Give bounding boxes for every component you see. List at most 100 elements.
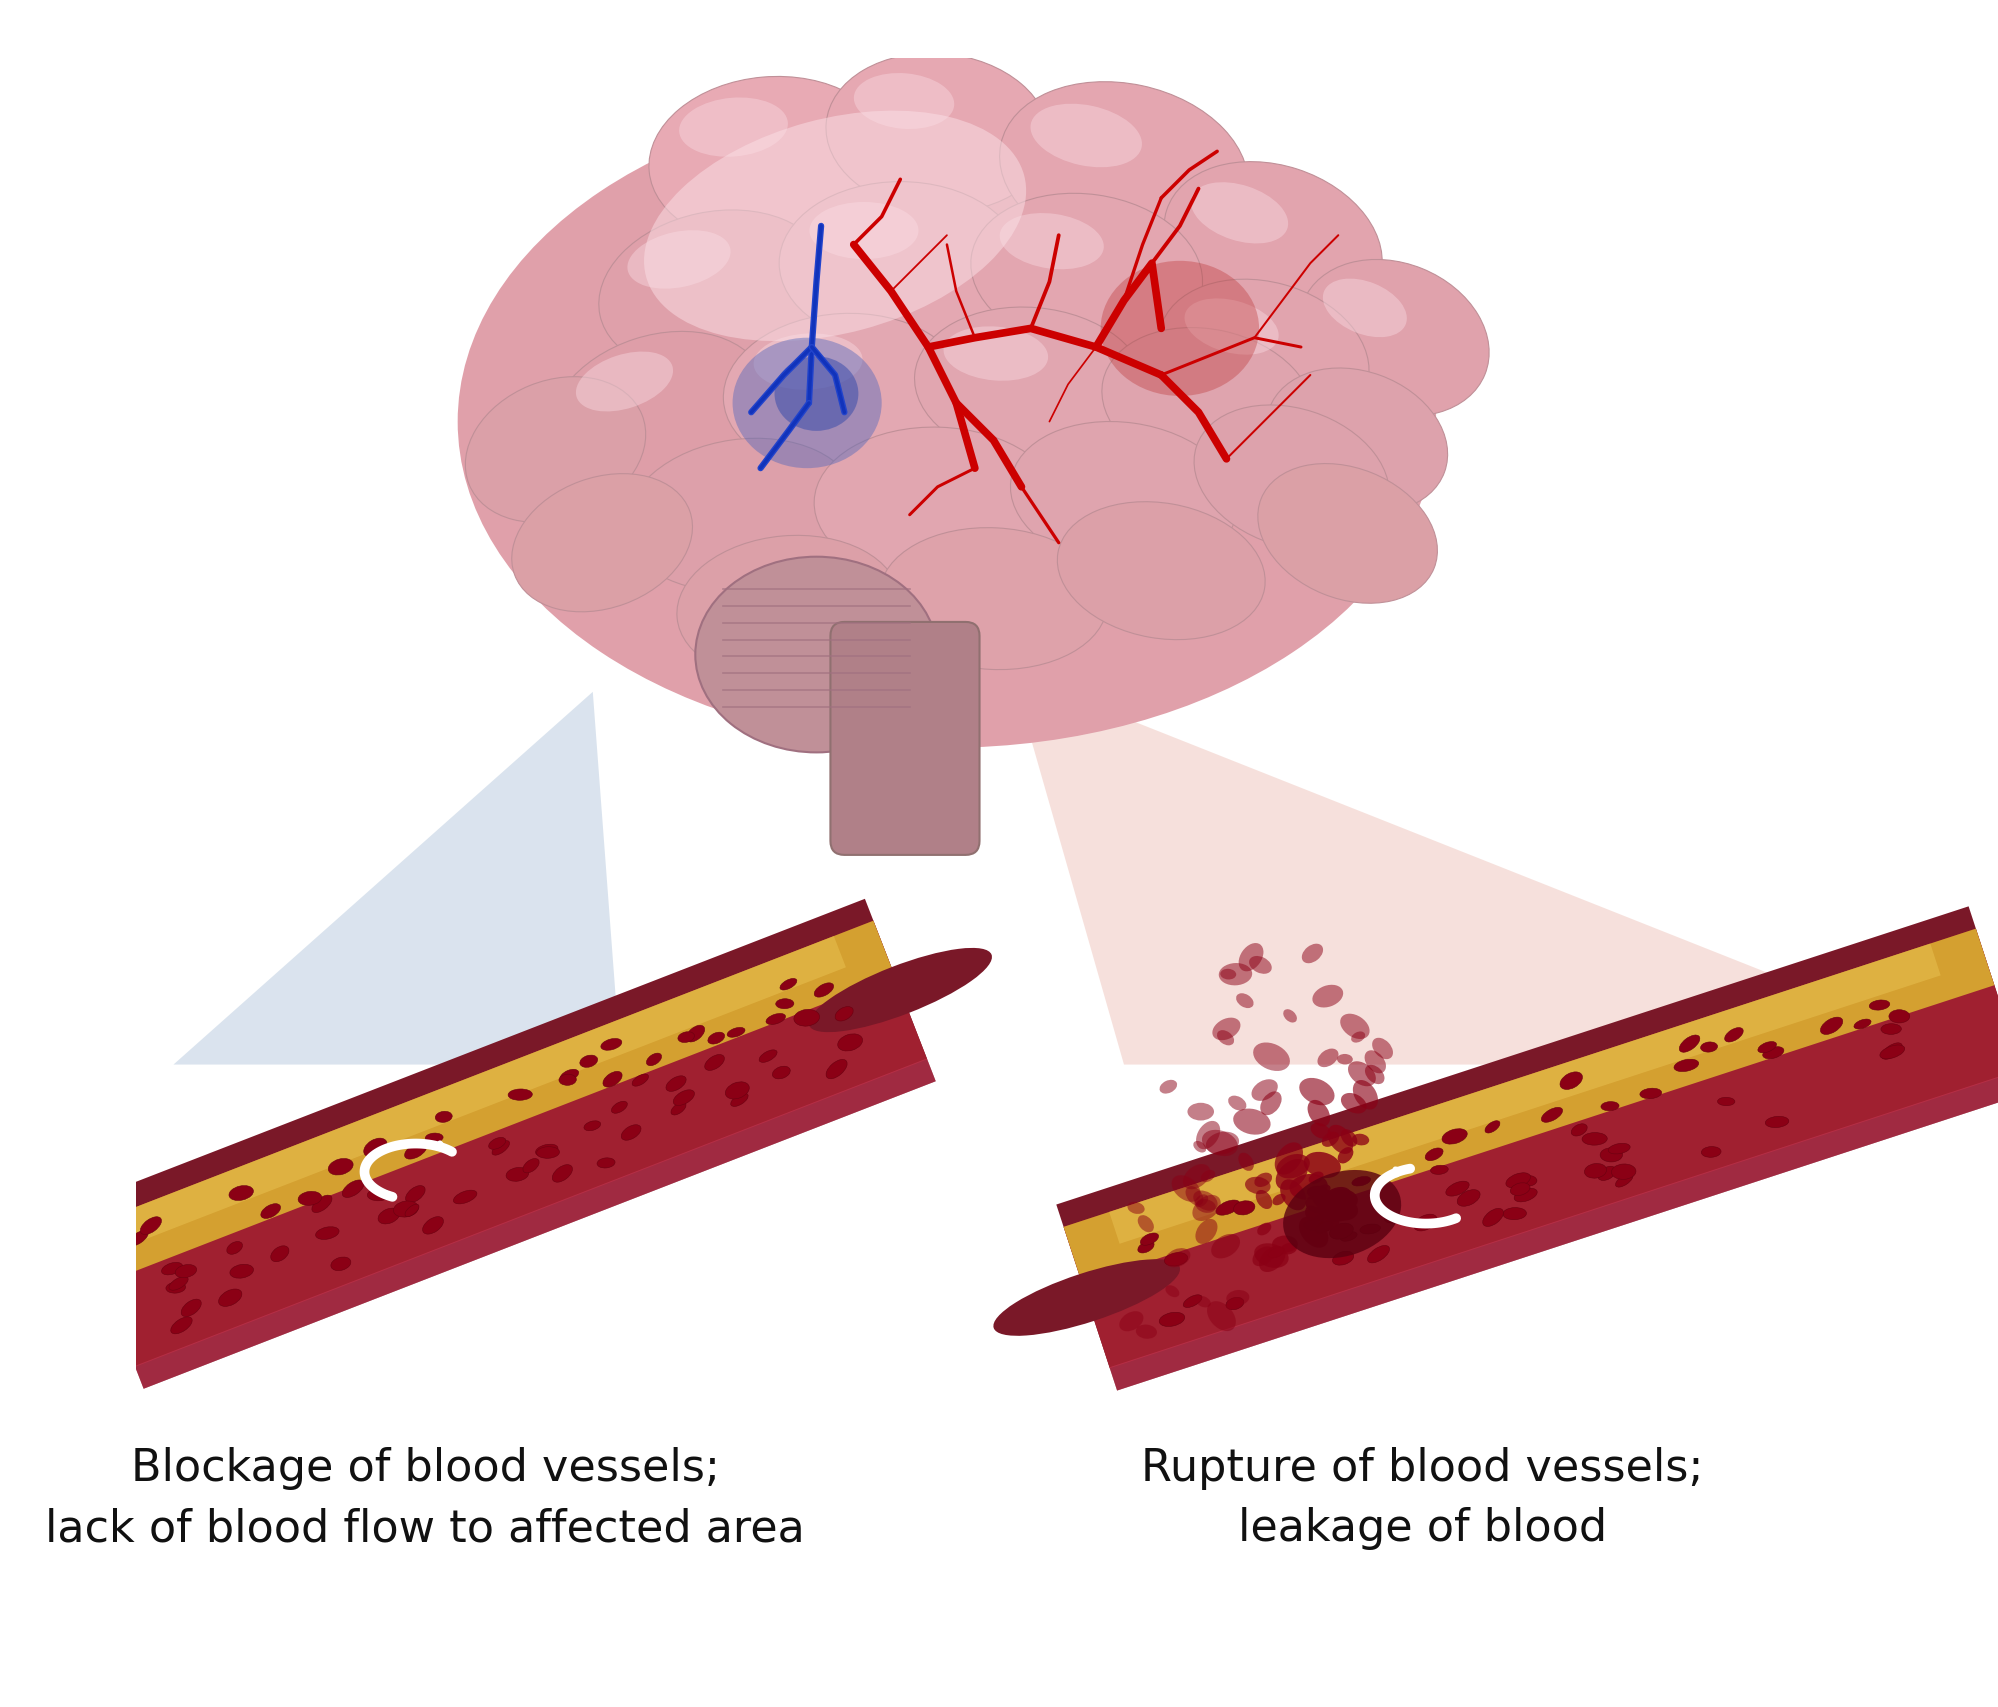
Polygon shape: [1109, 944, 1940, 1244]
Ellipse shape: [1371, 1038, 1393, 1058]
Ellipse shape: [1191, 183, 1287, 244]
Ellipse shape: [1558, 1072, 1582, 1089]
Ellipse shape: [1353, 1081, 1377, 1110]
Ellipse shape: [1339, 1014, 1369, 1040]
Ellipse shape: [1191, 1195, 1221, 1221]
Ellipse shape: [140, 1217, 162, 1234]
Ellipse shape: [1700, 1147, 1720, 1157]
Ellipse shape: [260, 1203, 280, 1219]
Ellipse shape: [579, 1055, 597, 1067]
Ellipse shape: [685, 1026, 703, 1041]
Polygon shape: [82, 920, 927, 1367]
Ellipse shape: [1762, 1046, 1782, 1058]
Ellipse shape: [621, 1125, 641, 1140]
Ellipse shape: [915, 307, 1147, 461]
Ellipse shape: [1315, 1221, 1333, 1234]
Ellipse shape: [1852, 1019, 1870, 1029]
Ellipse shape: [1880, 1024, 1900, 1034]
Ellipse shape: [1317, 1048, 1339, 1067]
Ellipse shape: [1171, 1174, 1201, 1202]
Ellipse shape: [809, 947, 991, 1033]
Ellipse shape: [1253, 1173, 1271, 1186]
Ellipse shape: [1365, 1050, 1385, 1074]
Ellipse shape: [1311, 1188, 1339, 1212]
Ellipse shape: [1700, 1041, 1716, 1052]
Ellipse shape: [725, 1082, 749, 1099]
Polygon shape: [1063, 929, 1998, 1369]
Ellipse shape: [1187, 1103, 1213, 1120]
Ellipse shape: [727, 1028, 745, 1038]
Ellipse shape: [759, 1050, 777, 1062]
Ellipse shape: [1483, 1209, 1502, 1226]
Ellipse shape: [1614, 1173, 1632, 1186]
Ellipse shape: [1313, 1214, 1339, 1231]
Polygon shape: [174, 691, 621, 1065]
Ellipse shape: [170, 1316, 192, 1333]
Ellipse shape: [1137, 1215, 1153, 1232]
Ellipse shape: [1195, 1296, 1211, 1308]
Ellipse shape: [166, 1282, 186, 1294]
Ellipse shape: [1868, 1000, 1888, 1011]
Ellipse shape: [1512, 1188, 1536, 1202]
Polygon shape: [1011, 673, 1998, 1065]
Ellipse shape: [771, 1067, 789, 1079]
Ellipse shape: [1273, 1193, 1285, 1205]
Ellipse shape: [1327, 1125, 1353, 1154]
Ellipse shape: [1337, 1147, 1353, 1164]
Ellipse shape: [1101, 328, 1313, 478]
Ellipse shape: [1351, 1176, 1371, 1186]
Ellipse shape: [535, 1144, 557, 1156]
Ellipse shape: [218, 1289, 242, 1306]
Ellipse shape: [176, 1265, 196, 1279]
Ellipse shape: [551, 1164, 571, 1183]
Ellipse shape: [1211, 1017, 1241, 1040]
Text: Blockage of blood vessels;: Blockage of blood vessels;: [130, 1446, 719, 1490]
Ellipse shape: [611, 1101, 627, 1113]
Ellipse shape: [1319, 1197, 1349, 1222]
Ellipse shape: [1205, 1132, 1239, 1154]
Ellipse shape: [999, 82, 1247, 258]
Ellipse shape: [436, 1111, 452, 1123]
Ellipse shape: [454, 1190, 478, 1203]
Ellipse shape: [1257, 1222, 1271, 1236]
Ellipse shape: [837, 1034, 861, 1052]
Ellipse shape: [1672, 1060, 1698, 1072]
Ellipse shape: [773, 357, 857, 430]
Ellipse shape: [535, 1147, 559, 1159]
Ellipse shape: [1323, 1188, 1357, 1212]
Ellipse shape: [1341, 1130, 1357, 1147]
Ellipse shape: [426, 1133, 444, 1142]
Ellipse shape: [1283, 1009, 1297, 1022]
Ellipse shape: [825, 1060, 847, 1079]
Ellipse shape: [1305, 1193, 1335, 1214]
Ellipse shape: [1299, 1217, 1327, 1248]
Polygon shape: [72, 900, 935, 1389]
Ellipse shape: [1137, 1241, 1153, 1253]
Ellipse shape: [332, 1256, 352, 1270]
Ellipse shape: [1277, 1154, 1309, 1178]
Ellipse shape: [1610, 1164, 1634, 1180]
Ellipse shape: [1333, 1251, 1353, 1265]
Ellipse shape: [1289, 1174, 1327, 1200]
Ellipse shape: [1329, 1191, 1353, 1209]
Ellipse shape: [1283, 1169, 1401, 1258]
Ellipse shape: [1217, 1029, 1233, 1045]
Ellipse shape: [1251, 1079, 1277, 1101]
Ellipse shape: [1504, 1173, 1530, 1188]
Ellipse shape: [1233, 1200, 1255, 1215]
Ellipse shape: [835, 1007, 853, 1021]
Ellipse shape: [583, 1121, 599, 1130]
Ellipse shape: [1540, 1108, 1562, 1121]
Ellipse shape: [1253, 1246, 1273, 1267]
Ellipse shape: [1185, 299, 1279, 355]
Ellipse shape: [1305, 1205, 1323, 1226]
Ellipse shape: [230, 1265, 254, 1279]
Ellipse shape: [1193, 405, 1389, 550]
Ellipse shape: [328, 1159, 354, 1174]
Ellipse shape: [549, 331, 767, 493]
Ellipse shape: [1329, 1224, 1353, 1239]
Ellipse shape: [1431, 1166, 1447, 1174]
Ellipse shape: [1299, 259, 1489, 417]
Ellipse shape: [559, 1074, 575, 1086]
Ellipse shape: [643, 111, 1025, 341]
